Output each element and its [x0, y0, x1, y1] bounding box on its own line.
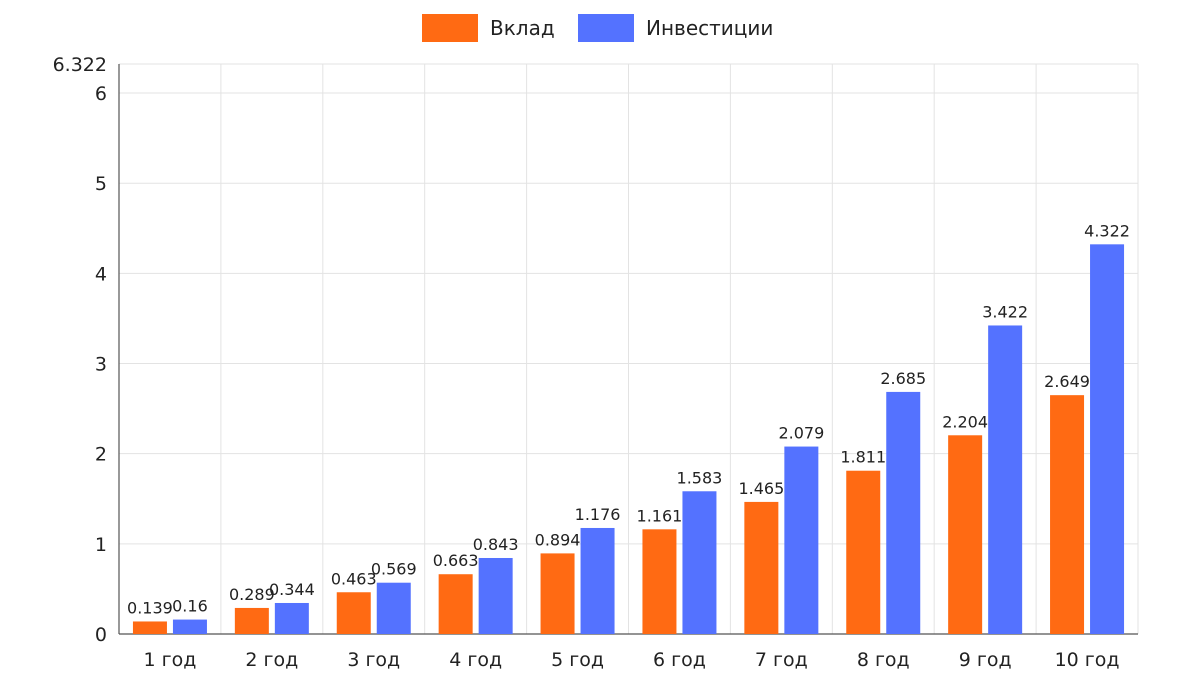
bar-investitsii	[988, 325, 1023, 634]
y-tick-label: 2	[95, 444, 107, 466]
x-tick-label: 9 год	[959, 649, 1012, 671]
bars	[132, 244, 1125, 634]
grid-layer	[119, 63, 1139, 634]
data-label-vklad: 1.161	[637, 506, 683, 525]
bar-investitsii	[376, 582, 411, 634]
data-label-investitsii: 2.079	[778, 424, 824, 443]
data-label-vklad: 0.894	[535, 530, 581, 549]
y-tick-label: 4	[95, 263, 107, 285]
x-tick-label: 2 год	[245, 649, 298, 671]
data-label-investitsii: 4.322	[1084, 221, 1130, 240]
y-tick-label: 3	[95, 354, 107, 376]
legend: Вклад Инвестиции	[422, 14, 773, 42]
data-label-vklad: 1.465	[738, 479, 784, 498]
x-tick-label: 5 год	[551, 649, 604, 671]
data-label-investitsii: 0.16	[172, 597, 208, 616]
legend-item-investitsii-label: Инвестиции	[646, 16, 773, 40]
data-label-investitsii: 0.843	[473, 535, 519, 554]
bar-investitsii	[886, 391, 921, 634]
bar-investitsii	[1090, 244, 1125, 634]
bar-vklad	[744, 501, 779, 634]
x-tick-label: 4 год	[449, 649, 502, 671]
data-label-investitsii: 3.422	[982, 302, 1028, 321]
bar-vklad	[336, 592, 371, 634]
bar-investitsii	[682, 491, 717, 634]
x-tick-label: 6 год	[653, 649, 706, 671]
x-tick-label: 7 год	[755, 649, 808, 671]
y-tick-label: 1	[95, 534, 107, 556]
data-label-vklad: 0.289	[229, 585, 275, 604]
bar-vklad	[642, 529, 677, 634]
x-tick-label: 8 год	[857, 649, 910, 671]
bar-investitsii	[274, 602, 309, 634]
data-label-investitsii: 1.583	[677, 468, 723, 487]
bar-vklad	[540, 553, 575, 634]
data-label-vklad: 2.204	[942, 412, 988, 431]
legend-item-vklad-swatch	[422, 14, 478, 42]
bar-vklad	[234, 607, 269, 634]
bar-investitsii	[580, 527, 615, 634]
bar-vklad	[846, 470, 881, 634]
legend-item-investitsii-swatch	[578, 14, 634, 42]
data-label-investitsii: 2.685	[880, 369, 926, 388]
bar-investitsii	[784, 446, 819, 634]
y-max-label: 6.322	[53, 54, 107, 76]
legend-item-vklad-label: Вклад	[490, 16, 555, 40]
data-label-investitsii: 0.569	[371, 560, 417, 579]
x-tick-label: 3 год	[347, 649, 400, 671]
bar-vklad	[132, 621, 167, 634]
data-label-vklad: 1.811	[840, 448, 886, 467]
bar-vklad	[948, 435, 983, 634]
bar-vklad	[1050, 395, 1085, 634]
x-tick-label: 1 год	[144, 649, 197, 671]
y-tick-label: 5	[95, 173, 107, 195]
data-label-vklad: 2.649	[1044, 372, 1090, 391]
bar-investitsii	[478, 557, 513, 634]
bar-investitsii	[172, 619, 207, 634]
x-tick-label: 10 год	[1055, 649, 1120, 671]
data-label-vklad: 0.139	[127, 598, 173, 617]
data-label-vklad: 0.663	[433, 551, 479, 570]
data-label-vklad: 0.463	[331, 569, 377, 588]
data-label-investitsii: 0.344	[269, 580, 315, 599]
bar-vklad	[438, 574, 473, 634]
y-tick-label: 0	[95, 624, 107, 646]
y-tick-label: 6	[95, 83, 107, 105]
data-label-investitsii: 1.176	[575, 505, 621, 524]
